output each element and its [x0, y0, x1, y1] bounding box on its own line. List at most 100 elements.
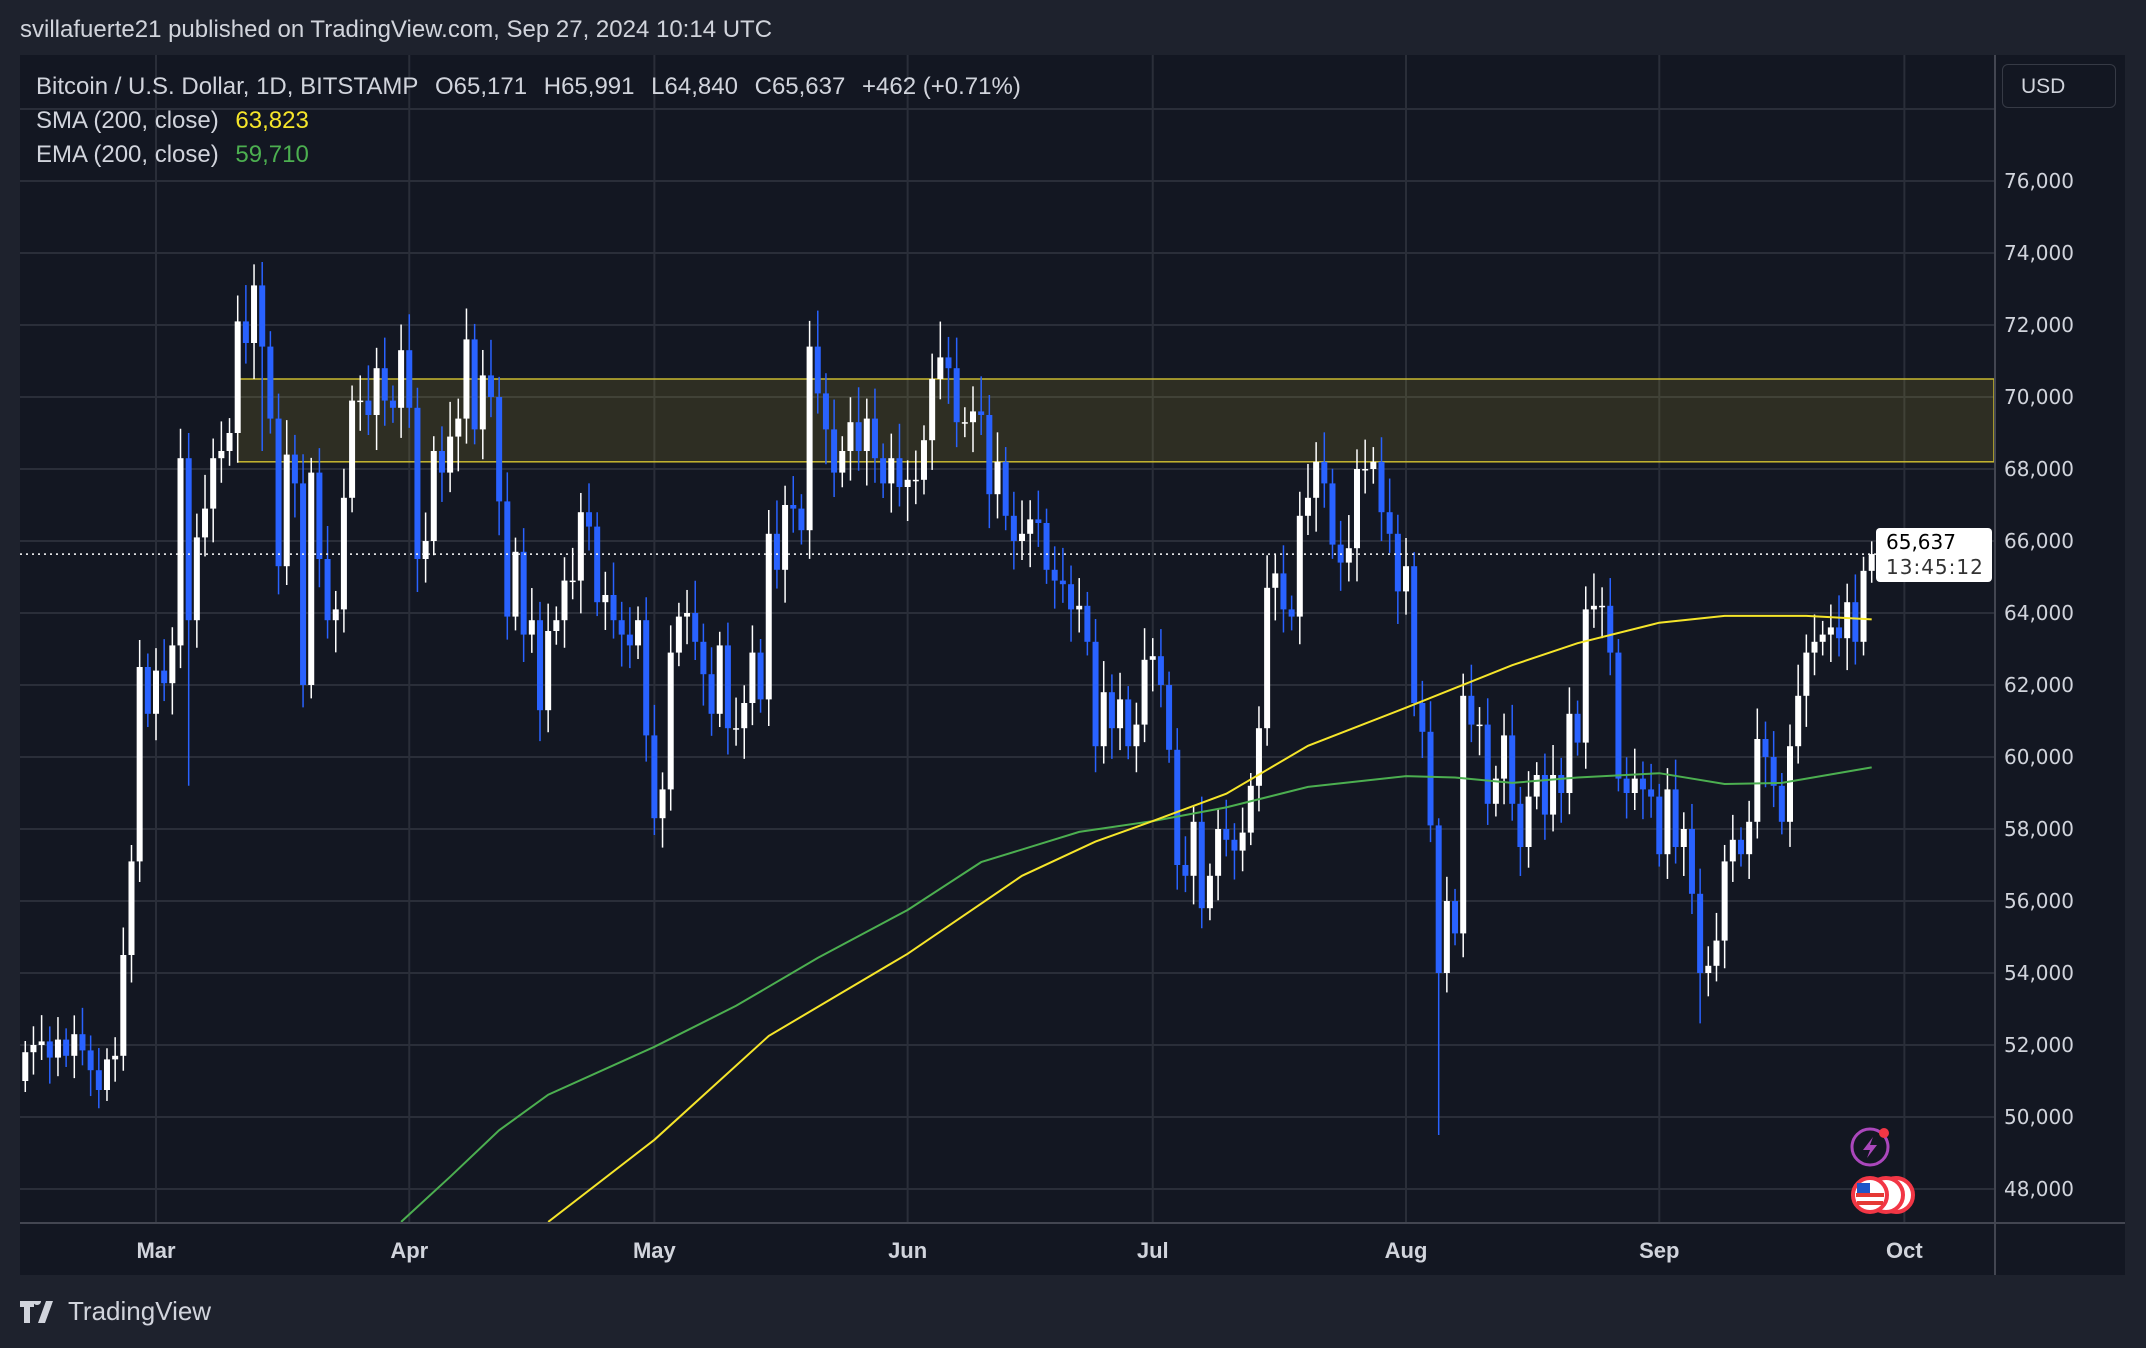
candle-body [463, 339, 470, 419]
candle-body [1615, 652, 1622, 779]
candle-body [586, 512, 593, 527]
candle-body [635, 620, 642, 646]
candle-body [1509, 735, 1516, 804]
candle-body [144, 667, 151, 714]
candle-body [945, 357, 952, 369]
candle-body [512, 551, 519, 617]
candle-body [1541, 775, 1548, 815]
candle-body [242, 321, 249, 343]
candle-body [447, 436, 454, 473]
candle-body [46, 1041, 53, 1058]
candle-body [986, 415, 993, 495]
candle-body [1672, 789, 1679, 847]
x-tick-label: Mar [136, 1238, 176, 1263]
candle-body [63, 1039, 70, 1056]
symbol-title[interactable]: Bitcoin / U.S. Dollar, 1D, BITSTAMP [36, 73, 419, 100]
candle-body [1010, 515, 1017, 541]
candle-body [1721, 861, 1728, 941]
x-tick-label: Oct [1886, 1238, 1923, 1263]
us-flag-event-icon[interactable] [1851, 1176, 1915, 1214]
candle-body [259, 285, 266, 347]
candle-body [1272, 573, 1279, 588]
candle-body [896, 458, 903, 487]
candle-body [1680, 829, 1687, 847]
candle-body [1353, 469, 1360, 549]
y-tick-label: 66,000 [2004, 529, 2074, 553]
candle-body [1631, 778, 1638, 793]
candle-body [1533, 775, 1540, 797]
ema-row[interactable]: EMA (200, close) 59,710 [36, 138, 1031, 172]
candle-body [1778, 785, 1785, 822]
candle-body [1452, 901, 1459, 934]
candle-body [651, 735, 658, 819]
candle-body [1746, 821, 1753, 855]
footer-brand[interactable]: TradingView [68, 1296, 212, 1326]
candle-body [1296, 515, 1303, 617]
ohlc-open: O65,171 [435, 73, 528, 100]
candle-body [953, 368, 960, 423]
candle-body [1566, 713, 1573, 793]
candle-body [251, 285, 258, 343]
resistance-zone [236, 378, 1994, 463]
candle-body [1525, 796, 1532, 847]
candle-body [136, 667, 143, 862]
candle-body [316, 472, 323, 559]
candle-body [773, 533, 780, 570]
candle-body [733, 728, 740, 730]
chart-pane [20, 55, 1994, 1222]
candle-body [1787, 746, 1793, 822]
candle-body [912, 479, 919, 482]
candle-body [496, 397, 503, 502]
x-tick-label: Sep [1639, 1238, 1679, 1263]
candle-body [1321, 461, 1328, 484]
candle-body [438, 451, 445, 473]
candle-body [1468, 695, 1475, 725]
candle-body [602, 595, 609, 603]
candle-body [1386, 512, 1393, 534]
candle-body [1394, 533, 1401, 592]
y-tick-label: 62,000 [2004, 673, 2074, 697]
candle-body [1648, 789, 1655, 797]
sma-row[interactable]: SMA (200, close) 63,823 [36, 104, 1031, 138]
candle-body [594, 526, 601, 603]
ohlc-high: H65,991 [543, 73, 635, 100]
price-axis [1995, 55, 2125, 1222]
tradingview-footer: TradingView [20, 1296, 211, 1327]
candle-body [1125, 699, 1132, 747]
candle-body [340, 497, 347, 610]
candle-body [1836, 627, 1843, 639]
candle-body [300, 483, 307, 685]
candle-body [1656, 796, 1663, 855]
candle-body [275, 418, 282, 567]
candle-body [1076, 605, 1083, 610]
candle-body [1729, 839, 1736, 862]
candle-body [749, 652, 756, 703]
candle-body [978, 411, 985, 415]
tradingview-logo-icon [20, 1300, 53, 1323]
candle-body [1182, 865, 1189, 876]
candle-body [398, 350, 405, 408]
candle-body [782, 505, 789, 570]
candle-body [30, 1045, 37, 1053]
candle-body [103, 1059, 110, 1090]
candle-body [929, 379, 936, 441]
candle-body [553, 620, 560, 631]
ohlc-close: C65,637 [754, 73, 846, 100]
candle-body [839, 451, 846, 473]
candle-body [569, 580, 576, 583]
candle-body [1517, 803, 1524, 847]
currency-button[interactable]: USD [2002, 64, 2116, 108]
time-axis [20, 1223, 2125, 1275]
ema-value: 59,710 [235, 141, 309, 168]
candle-body [1190, 821, 1197, 876]
candle-body [87, 1050, 94, 1071]
y-tick-label: 70,000 [2004, 385, 2074, 409]
candle-body [822, 393, 829, 430]
candle-body [455, 418, 462, 437]
candle-body [365, 400, 372, 415]
candle-body [1427, 731, 1434, 826]
candle-body [994, 461, 1001, 495]
candle-body [1239, 832, 1246, 851]
lightning-event-icon[interactable] [1850, 1127, 1890, 1167]
